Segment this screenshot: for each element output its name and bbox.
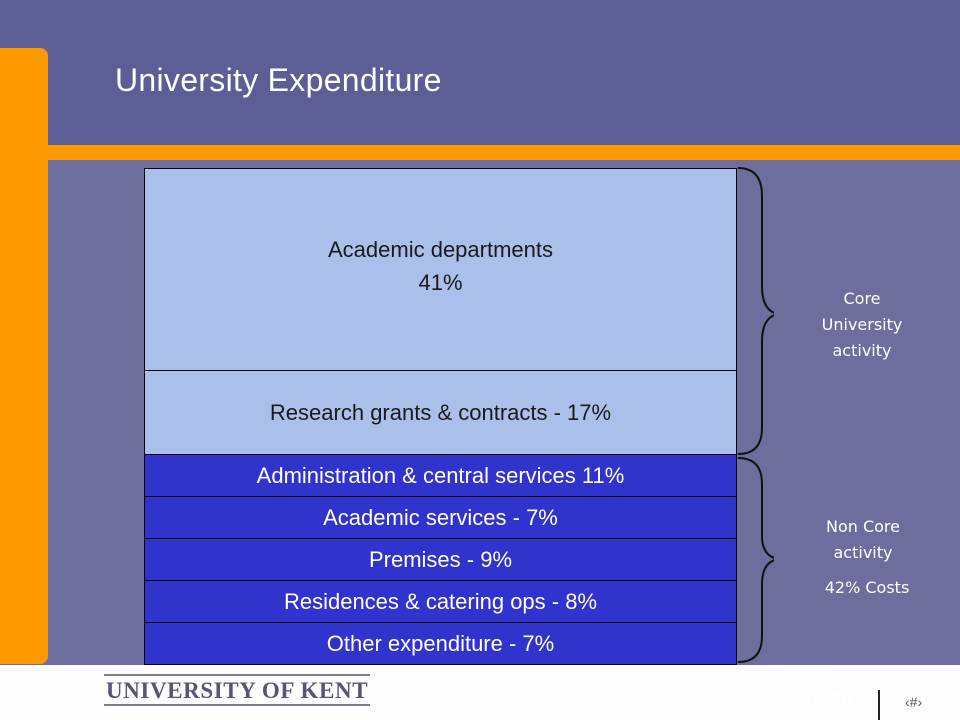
source-divider xyxy=(878,690,880,720)
segment-label: Academic departments xyxy=(328,237,553,262)
segment-label: Residences & catering ops - 8% xyxy=(283,588,598,614)
source-label: Source: xyxy=(770,663,834,682)
segment-noncore-2: Premises - 9% xyxy=(144,538,737,581)
brace-icon xyxy=(737,167,774,663)
noncore-costs-label: 42% Costs xyxy=(824,578,910,597)
slide-title: University Expenditure xyxy=(115,62,442,98)
segment-noncore-1: Academic services - 7% xyxy=(144,496,737,539)
noncore-activity-label: Non Core activity xyxy=(796,514,930,566)
core-label-line: University xyxy=(821,315,903,334)
header-accent-bar xyxy=(48,145,960,160)
page-number: ‹#› xyxy=(905,694,923,710)
segment-noncore-3: Residences & catering ops - 8% xyxy=(144,580,737,623)
noncore-brace xyxy=(737,457,774,663)
university-logo: UNIVERSITY OF KENT xyxy=(104,674,371,706)
left-accent-bar xyxy=(0,48,48,664)
core-label-line: Core xyxy=(843,289,881,308)
core-activity-label: Core University activity xyxy=(800,286,924,364)
segment-noncore-4: Other expenditure - 7% xyxy=(144,622,737,665)
segment-value-label: 41% xyxy=(418,270,463,295)
source-value: HESA xyxy=(806,689,854,708)
segment-label: Premises - 9% xyxy=(368,546,513,572)
segment-core-0: Academic departments 41% xyxy=(144,168,737,371)
core-brace xyxy=(737,167,774,455)
segment-label: Research grants & contracts - 17% xyxy=(269,400,612,425)
noncore-label-line: activity xyxy=(833,543,893,562)
segment-label: Academic services - 7% xyxy=(323,504,558,530)
core-label-line: activity xyxy=(832,341,892,360)
expenditure-stack-chart: Academic departments 41% Research grants &… xyxy=(144,168,739,665)
segment-noncore-0: Administration & central services 11% xyxy=(144,454,737,497)
segment-label: Administration & central services 11% xyxy=(256,462,625,488)
segment-label: Other expenditure - 7% xyxy=(326,630,555,656)
segment-core-1: Research grants & contracts - 17% xyxy=(144,370,737,455)
header-band xyxy=(0,0,960,145)
source-note: Source: HESA xyxy=(760,660,870,712)
noncore-label-line: Non Core xyxy=(825,517,900,536)
